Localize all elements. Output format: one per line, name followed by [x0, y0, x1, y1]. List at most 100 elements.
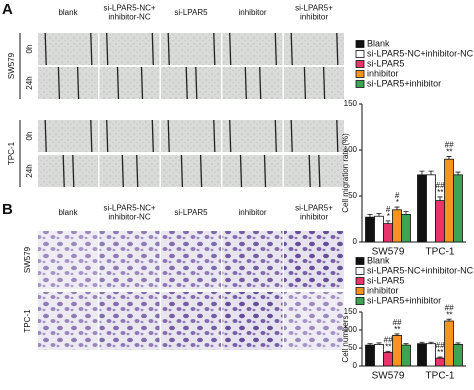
error-bar	[455, 342, 461, 345]
error-bar	[446, 318, 452, 321]
column-label: si-LPAR5	[174, 208, 208, 217]
column-label: inhibitor	[238, 8, 266, 17]
error-bar	[437, 196, 443, 201]
legend-label: Blank	[367, 255, 390, 265]
scratch-edge	[318, 154, 321, 188]
significance: **	[446, 310, 453, 319]
error-bar	[419, 341, 425, 344]
legend-label: si-LPAR5	[367, 58, 404, 68]
significance: ##	[436, 181, 445, 190]
bar	[426, 174, 436, 243]
micrograph	[161, 231, 221, 289]
column-label: inhibitor-NC	[108, 13, 150, 22]
error-bar	[367, 214, 373, 218]
scratch-edge	[185, 66, 188, 100]
x-tick-label: SW579	[372, 371, 405, 382]
scratch-edge	[263, 154, 267, 188]
column-label: si-LPAR5+	[295, 4, 333, 13]
bar	[392, 209, 402, 243]
x-tick-label: TPC-1	[426, 371, 455, 382]
row-label: TPC-1	[7, 141, 16, 165]
micrograph	[222, 231, 283, 289]
scratch-edge	[229, 32, 232, 66]
scratch-edge	[62, 154, 65, 188]
legend-label: inhibitor	[367, 285, 399, 295]
y-tick-label: 50	[348, 343, 357, 352]
bar	[392, 334, 402, 367]
time-label: 24h	[25, 164, 34, 177]
scratch-edge	[106, 119, 109, 153]
error-bar	[376, 342, 382, 345]
bar	[417, 174, 427, 243]
bar	[453, 174, 463, 243]
row-label: SW579	[7, 52, 16, 79]
legend-label: si-LPAR5-NC+inhibitor-NC	[367, 265, 474, 275]
micrograph	[99, 67, 160, 99]
y-tick-label: 0	[353, 361, 358, 370]
error-bar	[446, 156, 452, 160]
error-bar	[403, 343, 409, 346]
time-label: 0h	[25, 132, 34, 141]
error-bar	[394, 206, 400, 210]
y-tick-label: 150	[344, 307, 358, 316]
bar	[365, 344, 375, 367]
panel-label: A	[2, 1, 13, 18]
error-bar	[403, 211, 409, 215]
micrograph	[99, 120, 160, 152]
error-bar	[428, 170, 434, 175]
scratch-edge	[180, 154, 184, 188]
scratch-edge	[303, 66, 307, 100]
scratch-edge	[76, 66, 80, 100]
error-bar	[367, 343, 373, 346]
micrograph	[161, 120, 221, 152]
legend-label: si-LPAR5	[367, 275, 404, 285]
legend-swatch	[355, 297, 365, 305]
legend-label: si-LPAR5+inhibitor	[367, 78, 441, 88]
significance: ##	[384, 335, 393, 344]
scratch-edge	[239, 154, 243, 188]
error-bar	[385, 350, 391, 353]
micrograph	[222, 120, 283, 152]
bar	[401, 213, 411, 243]
significance: *	[386, 212, 390, 221]
micrograph	[222, 67, 283, 99]
error-bar	[437, 356, 443, 359]
y-axis-label: Cell migration rate (%)	[341, 133, 350, 213]
micrograph	[284, 67, 344, 99]
error-bar	[376, 213, 382, 217]
significance: #	[386, 205, 391, 214]
scratch-edge	[106, 32, 109, 66]
micrograph	[38, 67, 98, 99]
bar	[435, 200, 445, 243]
time-label: 0h	[25, 45, 34, 54]
scratch-edge	[244, 66, 247, 100]
scratch-edge	[322, 66, 326, 100]
micrograph	[161, 33, 221, 65]
error-bar	[394, 333, 400, 336]
error-bar	[419, 170, 425, 175]
micrograph	[284, 120, 344, 152]
legend-swatch	[355, 60, 365, 68]
scratch-edge	[213, 119, 216, 153]
x-tick-label: SW579	[372, 247, 405, 258]
scratch-edge	[136, 154, 139, 188]
scratch-edge	[308, 154, 311, 188]
micrograph	[99, 231, 160, 289]
y-axis-label: Cell numbers	[341, 315, 350, 362]
scratch-edge	[44, 32, 47, 66]
row-label: TPC-1	[23, 309, 32, 333]
y-tick-label: 0	[353, 237, 358, 246]
micrograph	[38, 292, 98, 350]
scratch-edge	[259, 66, 262, 100]
error-bar	[385, 220, 391, 224]
column-label: inhibitor	[300, 213, 328, 222]
legend-swatch	[355, 257, 365, 265]
legend-swatch	[355, 267, 365, 275]
scratch-edge	[274, 119, 277, 153]
scratch-edge	[151, 32, 154, 66]
bar	[383, 351, 393, 367]
bar	[444, 320, 454, 367]
micrograph	[284, 292, 344, 350]
micrograph	[38, 120, 98, 152]
micrograph	[38, 33, 98, 65]
